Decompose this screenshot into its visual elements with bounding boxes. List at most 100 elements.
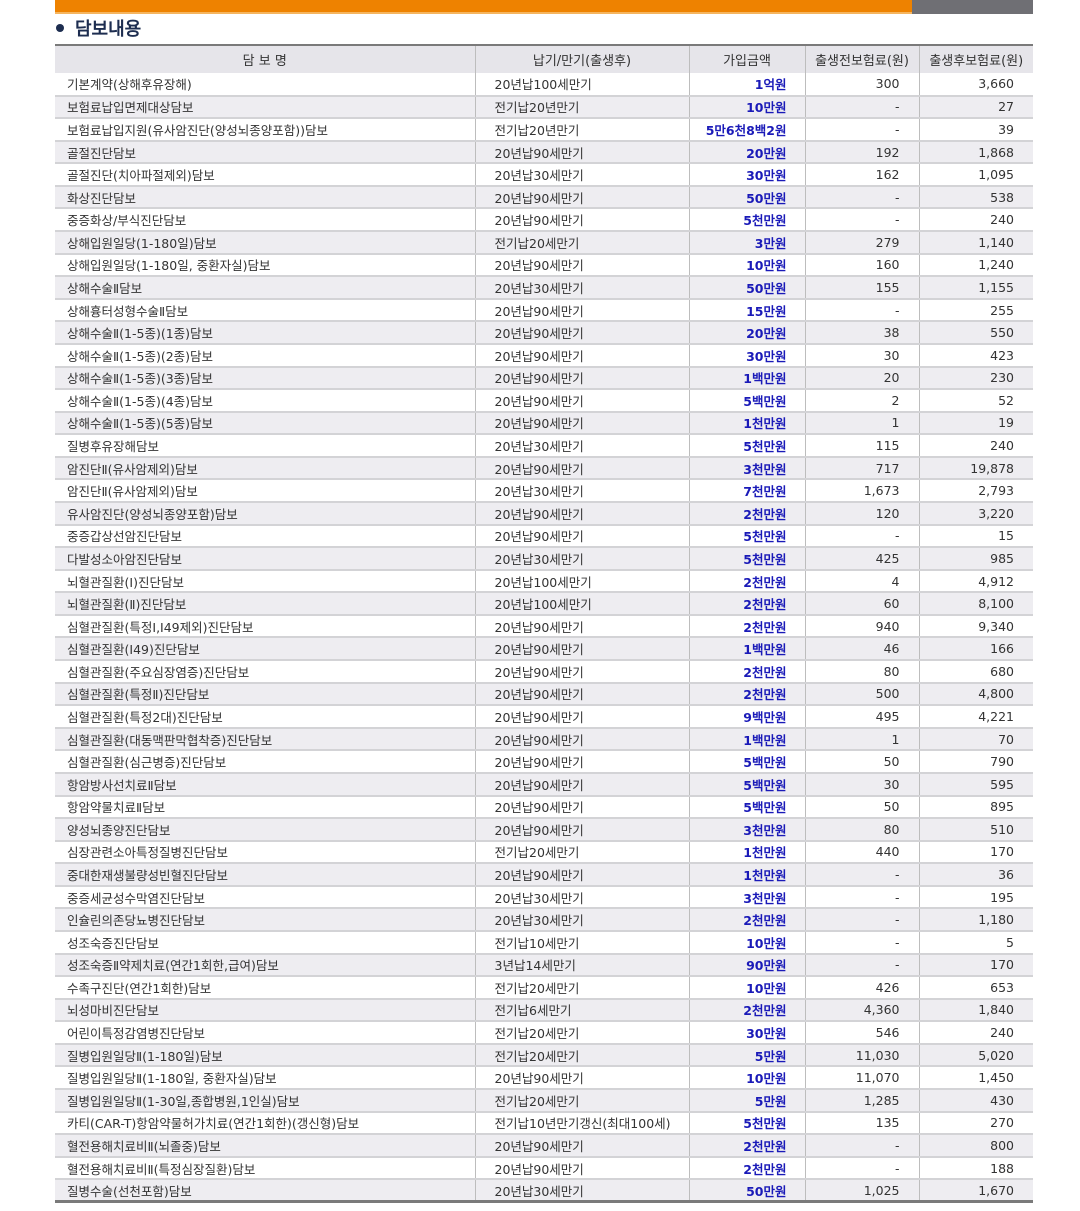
postnatal-premium-cell: 36 xyxy=(918,863,1033,887)
coverage-name-cell: 심혈관질환(대동맥판막협착증)진단담보 xyxy=(55,727,475,752)
coverage-name-cell: 다발성소아암진단담보 xyxy=(55,547,475,571)
prenatal-premium-cell: 80 xyxy=(804,660,919,684)
header-amount: 가입금액 xyxy=(688,45,805,73)
term-cell: 20년납90세만기 xyxy=(474,705,689,729)
amount-cell: 1천만원 xyxy=(688,840,805,865)
postnatal-premium-cell: 166 xyxy=(918,637,1033,662)
prenatal-premium-cell: - xyxy=(804,185,919,210)
prenatal-premium-cell: 1,025 xyxy=(804,1179,919,1204)
prenatal-premium-cell: 38 xyxy=(804,321,919,345)
prenatal-premium-cell: 155 xyxy=(804,276,919,300)
term-cell: 20년납90세만기 xyxy=(474,343,689,368)
postnatal-premium-cell: 170 xyxy=(918,953,1033,978)
table-row: 유사암진단(양성뇌종양포함)담보 20년납90세만기 2천만원 120 3,220 xyxy=(55,501,1033,526)
term-cell: 20년납90세만기 xyxy=(474,208,689,233)
prenatal-premium-cell: 160 xyxy=(804,253,919,278)
prenatal-premium-cell: 80 xyxy=(804,818,919,842)
term-cell: 20년납90세만기 xyxy=(474,727,689,752)
header-coverage-name: 담 보 명 xyxy=(55,45,475,73)
postnatal-premium-cell: 595 xyxy=(918,772,1033,797)
coverage-name-cell: 질병수술(선천포함)담보 xyxy=(55,1179,475,1204)
postnatal-premium-cell: 800 xyxy=(918,1134,1033,1158)
amount-cell: 9백만원 xyxy=(688,705,805,729)
postnatal-premium-cell: 550 xyxy=(918,321,1033,345)
term-cell: 20년납90세만기 xyxy=(474,1066,689,1090)
section-title-text: 담보내용 xyxy=(75,19,142,40)
coverage-table: 담 보 명 납기/만기(출생후) 가입금액 출생전보험료(원) 출생후보험료(원… xyxy=(55,44,1033,1204)
term-cell: 20년납90세만기 xyxy=(474,614,689,639)
postnatal-premium-cell: 240 xyxy=(918,208,1033,233)
table-row: 어린이특정감염병진단담보 전기납20세만기 30만원 546 240 xyxy=(55,1021,1033,1045)
table-row: 혈전용해치료비Ⅱ(뇌졸중)담보 20년납90세만기 2천만원 -800 xyxy=(55,1134,1033,1158)
coverage-name-cell: 중대한재생불량성빈혈진단담보 xyxy=(55,863,475,887)
table-row: 상해수술Ⅱ(1-5종)(4종)담보 20년납90세만기 5백만원 2 52 xyxy=(55,389,1033,413)
prenatal-premium-cell: - xyxy=(804,118,919,142)
postnatal-premium-cell: 5,020 xyxy=(918,1043,1033,1068)
amount-cell: 5천만원 xyxy=(688,434,805,458)
postnatal-premium-cell: 195 xyxy=(918,885,1033,910)
coverage-name-cell: 어린이특정감염병진단담보 xyxy=(55,1021,475,1045)
amount-cell: 2천만원 xyxy=(688,998,805,1023)
amount-cell: 1백만원 xyxy=(688,637,805,662)
amount-cell: 1백만원 xyxy=(688,727,805,752)
table-row: 심혈관질환(특정2대)진단담보 20년납90세만기 9백만원 495 4,221 xyxy=(55,705,1033,729)
amount-cell: 30만원 xyxy=(688,1021,805,1045)
term-cell: 20년납90세만기 xyxy=(474,524,689,549)
postnatal-premium-cell: 27 xyxy=(918,95,1033,120)
coverage-name-cell: 골절진단담보 xyxy=(55,140,475,165)
table-row: 항암방사선치료Ⅱ담보 20년납90세만기 5백만원 30 595 xyxy=(55,772,1033,797)
amount-cell: 10만원 xyxy=(688,1066,805,1090)
amount-cell: 5천만원 xyxy=(688,208,805,233)
postnatal-premium-cell: 1,155 xyxy=(918,276,1033,300)
header-bar-gray xyxy=(912,0,1033,14)
postnatal-premium-cell: 790 xyxy=(918,750,1033,774)
term-cell: 20년납30세만기 xyxy=(474,1179,689,1204)
table-row: 심혈관질환(대동맥판막협착증)진단담보 20년납90세만기 1백만원 1 70 xyxy=(55,727,1033,752)
coverage-name-cell: 상해입원일당(1-180일, 중환자실)담보 xyxy=(55,253,475,278)
term-cell: 20년납90세만기 xyxy=(474,298,689,323)
term-cell: 20년납30세만기 xyxy=(474,276,689,300)
amount-cell: 90만원 xyxy=(688,953,805,978)
term-cell: 20년납90세만기 xyxy=(474,456,689,481)
postnatal-premium-cell: 4,912 xyxy=(918,569,1033,594)
prenatal-premium-cell: 425 xyxy=(804,547,919,571)
prenatal-premium-cell: 115 xyxy=(804,434,919,458)
term-cell: 20년납90세만기 xyxy=(474,411,689,436)
term-cell: 20년납30세만기 xyxy=(474,885,689,910)
term-cell: 20년납100세만기 xyxy=(474,569,689,594)
prenatal-premium-cell: 4 xyxy=(804,569,919,594)
table-row: 골절진단(치아파절제외)담보 20년납30세만기 30만원 162 1,095 xyxy=(55,163,1033,187)
header-term: 납기/만기(출생후) xyxy=(474,45,689,73)
prenatal-premium-cell: 20 xyxy=(804,366,919,391)
prenatal-premium-cell: - xyxy=(804,298,919,323)
term-cell: 20년납90세만기 xyxy=(474,501,689,526)
coverage-name-cell: 뇌혈관질환(Ⅰ)진단담보 xyxy=(55,569,475,594)
amount-cell: 5천만원 xyxy=(688,547,805,571)
postnatal-premium-cell: 70 xyxy=(918,727,1033,752)
term-cell: 20년납30세만기 xyxy=(474,908,689,932)
table-row: 암진단Ⅱ(유사암제외)담보 20년납30세만기 7천만원 1,673 2,793 xyxy=(55,479,1033,503)
term-cell: 전기납20세만기 xyxy=(474,1089,689,1113)
table-row: 뇌혈관질환(Ⅰ)진단담보 20년납100세만기 2천만원 4 4,912 xyxy=(55,569,1033,594)
postnatal-premium-cell: 1,840 xyxy=(918,998,1033,1023)
postnatal-premium-cell: 653 xyxy=(918,976,1033,1000)
table-row: 질병수술(선천포함)담보 20년납30세만기 50만원 1,025 1,670 xyxy=(55,1179,1033,1204)
prenatal-premium-cell: - xyxy=(804,930,919,955)
coverage-name-cell: 중증갑상선암진단담보 xyxy=(55,524,475,549)
coverage-name-cell: 골절진단(치아파절제외)담보 xyxy=(55,163,475,187)
prenatal-premium-cell: - xyxy=(804,1134,919,1158)
prenatal-premium-cell: 50 xyxy=(804,795,919,820)
amount-cell: 5천만원 xyxy=(688,1111,805,1136)
table-row: 양성뇌종양진단담보 20년납90세만기 3천만원 80 510 xyxy=(55,818,1033,842)
table-row: 질병후유장해담보 20년납30세만기 5천만원 115 240 xyxy=(55,434,1033,458)
postnatal-premium-cell: 3,220 xyxy=(918,501,1033,526)
postnatal-premium-cell: 52 xyxy=(918,389,1033,413)
coverage-name-cell: 상해입원일당(1-180일)담보 xyxy=(55,231,475,255)
amount-cell: 1천만원 xyxy=(688,411,805,436)
table-row: 질병입원일당Ⅱ(1-30일,종합병원,1인실)담보 전기납20세만기 5만원 1,28… xyxy=(55,1089,1033,1113)
prenatal-premium-cell: 30 xyxy=(804,343,919,368)
amount-cell: 2천만원 xyxy=(688,682,805,707)
prenatal-premium-cell: 440 xyxy=(804,840,919,865)
amount-cell: 3천만원 xyxy=(688,456,805,481)
amount-cell: 7천만원 xyxy=(688,479,805,503)
